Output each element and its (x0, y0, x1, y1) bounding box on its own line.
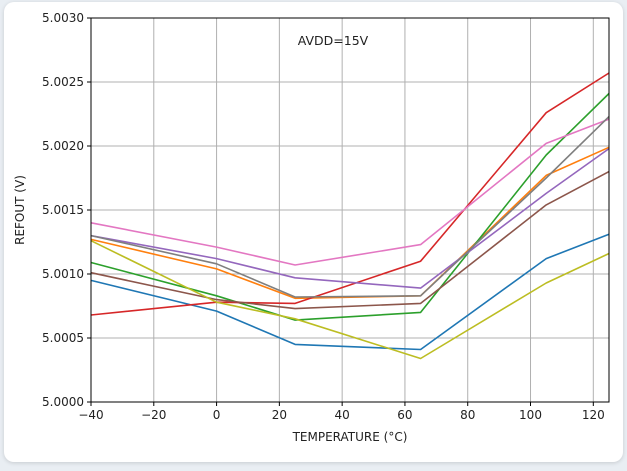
y-tick-label: 5.0025 (42, 75, 84, 89)
x-tick-label: 20 (272, 408, 287, 422)
series-line-5 (90, 147, 610, 289)
y-tick-label: 5.0010 (42, 267, 84, 281)
series-line-6 (90, 170, 610, 310)
x-tick-label: 40 (335, 408, 350, 422)
chart-card (4, 2, 623, 462)
series-line-7 (90, 118, 610, 266)
y-tick-label: 5.0000 (42, 395, 84, 409)
y-axis-title: REFOUT (V) (13, 175, 27, 245)
series-line-9 (90, 239, 610, 360)
y-tick-label: 5.0030 (42, 11, 84, 25)
x-tick-label: 100 (519, 408, 542, 422)
y-tick-label: 5.0020 (42, 139, 84, 153)
series-line-3 (90, 92, 610, 321)
x-axis-title: TEMPERATURE (°C) (292, 430, 408, 444)
x-tick-label: −40 (78, 408, 103, 422)
x-tick-label: 120 (582, 408, 605, 422)
axis-ticks: −40 −20 0 20 40 60 80 100 120 5.0000 5.0005 5.0010 5… (42, 11, 605, 422)
x-tick-label: 60 (397, 408, 412, 422)
x-tick-label: 80 (460, 408, 475, 422)
grid (90, 17, 609, 403)
series-lines (90, 72, 610, 360)
x-tick-label: 0 (213, 408, 221, 422)
series-line-8 (90, 116, 610, 298)
y-tick-label: 5.0015 (42, 203, 84, 217)
series-line-2 (90, 146, 610, 300)
y-tick-label: 5.0005 (42, 331, 84, 345)
series-line-1 (90, 233, 610, 351)
x-tick-label: −20 (141, 408, 166, 422)
annotation-text: AVDD=15V (298, 33, 369, 48)
